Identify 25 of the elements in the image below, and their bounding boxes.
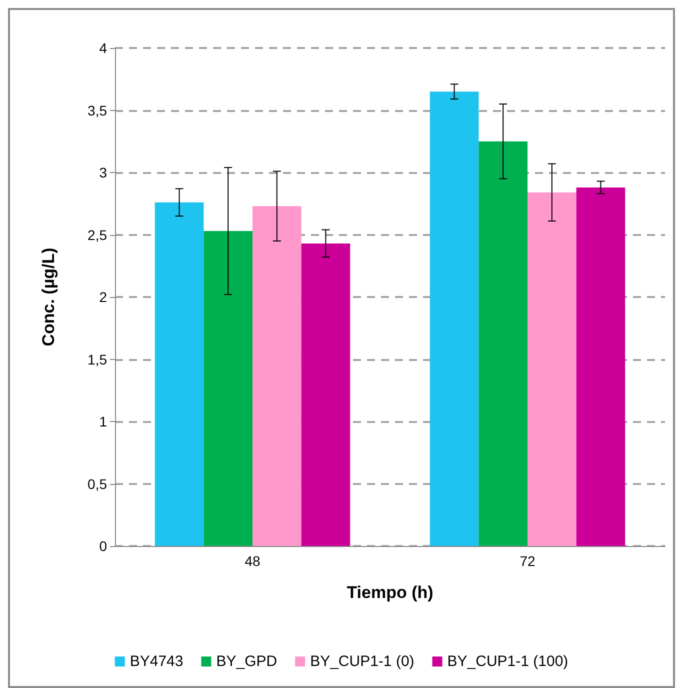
x-tick-label: 48 (244, 553, 260, 569)
y-tick-label: 0,5 (88, 476, 108, 492)
bar (478, 141, 528, 546)
y-tick-label: 1,5 (88, 351, 108, 368)
bar (430, 92, 479, 546)
y-tick-label: 0 (99, 538, 108, 554)
y-tick-label: 4 (99, 40, 108, 56)
y-tick-label: 2,5 (88, 226, 108, 243)
legend-label: BY_GPD (216, 653, 278, 670)
y-axis-title: Conc. (µg/L) (39, 248, 58, 346)
x-tick-label: 72 (520, 553, 536, 569)
bar (204, 231, 252, 546)
x-axis-title: Tiempo (h) (346, 583, 434, 602)
bar (528, 192, 576, 546)
legend-label: BY4743 (130, 653, 184, 670)
bar (576, 187, 626, 546)
y-tick-label: 2 (99, 289, 108, 305)
y-tick-label: 1 (99, 414, 108, 430)
y-tick-label: 3 (99, 164, 108, 180)
bar (154, 202, 204, 546)
bar (252, 206, 302, 546)
y-tick-label: 3,5 (88, 102, 108, 118)
bar (301, 243, 350, 546)
legend-label: BY_CUP1-1 (100) (447, 653, 568, 670)
legend-label: BY_CUP1-1 (0) (310, 653, 414, 670)
